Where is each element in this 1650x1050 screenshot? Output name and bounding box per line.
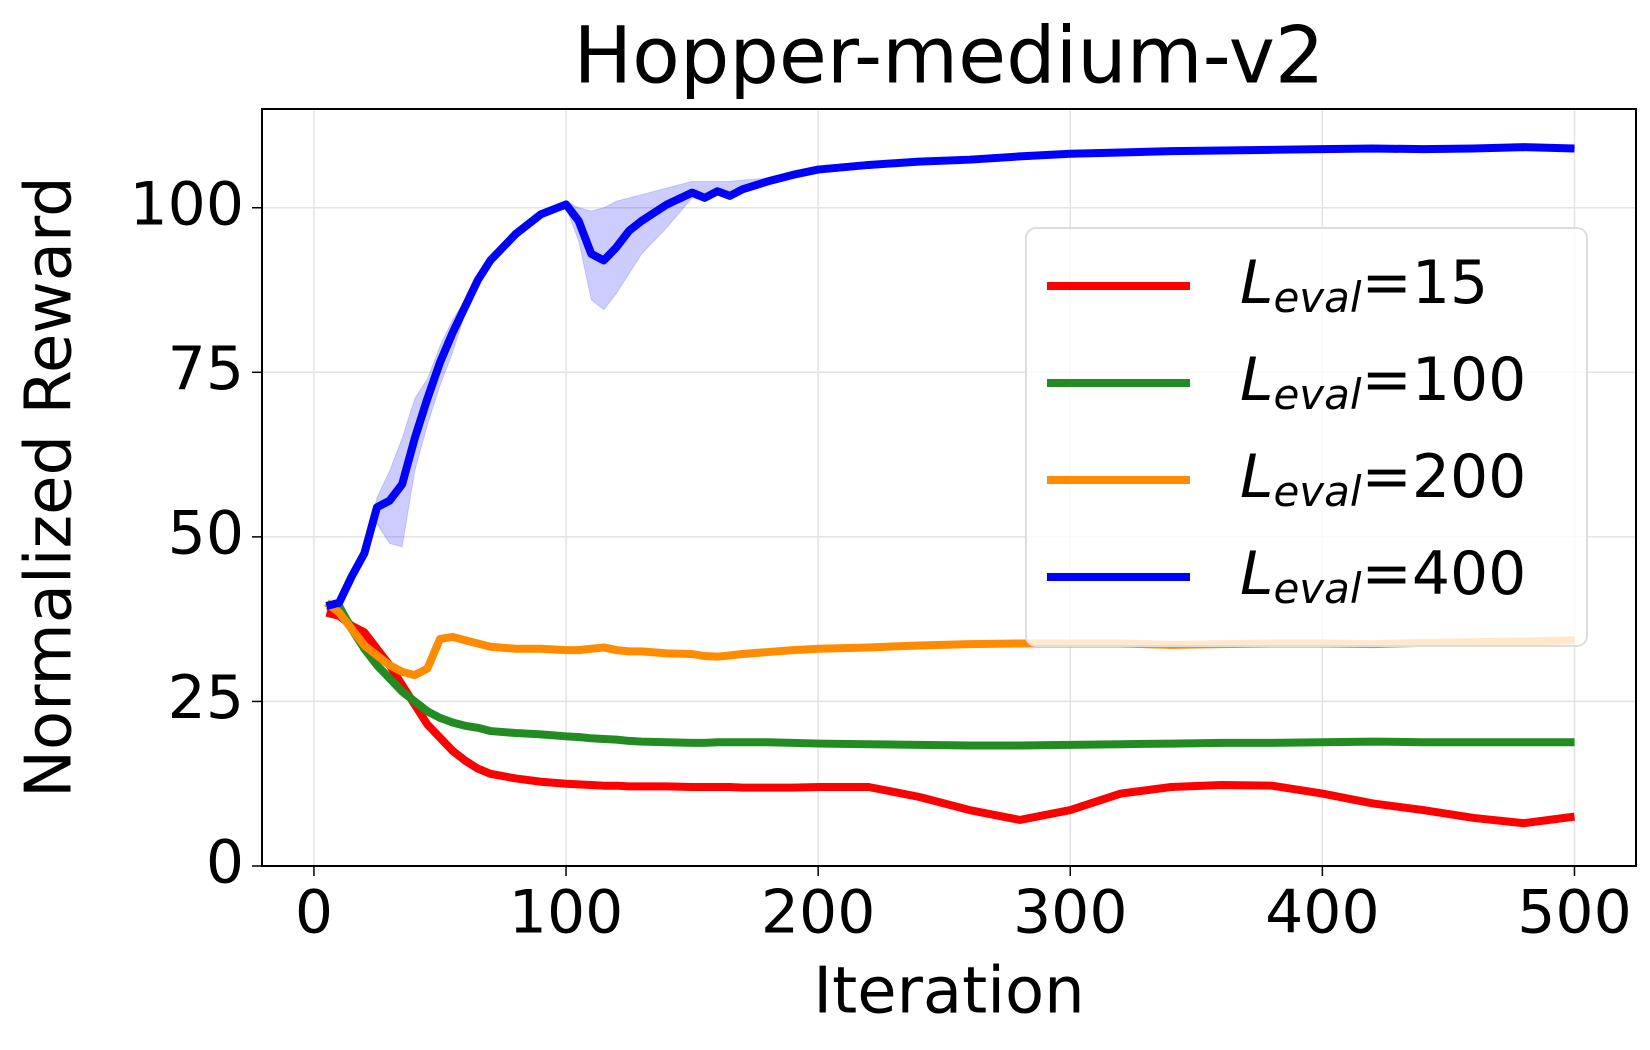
- x-tick-label: 500: [1517, 878, 1632, 948]
- y-tick-label: 50: [168, 498, 244, 568]
- legend-label: Leval=200: [1240, 442, 1526, 516]
- x-tick-label: 0: [295, 878, 333, 948]
- x-axis-label: Iteration: [813, 955, 1084, 1029]
- y-tick-label: 75: [168, 334, 244, 404]
- x-tick-label: 200: [761, 878, 876, 948]
- line: [325, 608, 1576, 828]
- legend-label: Leval=400: [1240, 539, 1526, 613]
- legend-label: Leval=100: [1240, 345, 1526, 419]
- y-tick-label: 100: [129, 169, 244, 239]
- line: [325, 143, 1575, 610]
- x-tick-label: 400: [1265, 878, 1380, 948]
- x-tick-label: 300: [1013, 878, 1128, 948]
- y-axis-label: Normalized Reward: [13, 176, 87, 798]
- legend-box: [1025, 227, 1588, 647]
- line: [326, 601, 1575, 750]
- plot-frame: [261, 108, 1637, 867]
- chart-title: Hopper-medium-v2: [573, 11, 1324, 101]
- legend-label: Leval=15: [1240, 248, 1488, 322]
- y-tick-label: 0: [206, 828, 244, 898]
- x-tick-label: 100: [509, 878, 624, 948]
- y-tick-label: 25: [168, 663, 244, 733]
